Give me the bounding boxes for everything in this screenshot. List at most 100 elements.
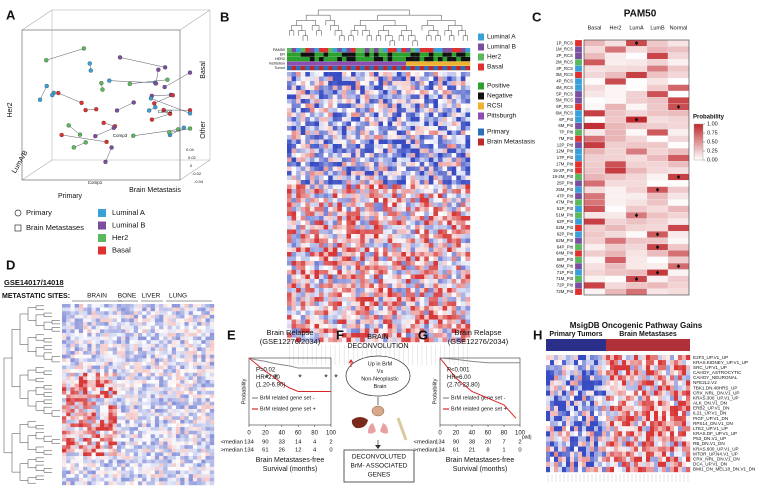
probability-cell [625, 65, 648, 72]
heatmap-cell [142, 369, 147, 373]
heatmap-cell [104, 318, 109, 323]
heatmap-cell [415, 301, 420, 307]
probability-cell [646, 90, 669, 98]
heatmap-cell [332, 337, 338, 343]
heatmap-cell [364, 238, 370, 244]
heatmap-cell [387, 211, 393, 217]
heatmap-cell [180, 380, 185, 384]
heatmap-cell [447, 162, 452, 167]
heatmap-cell [108, 369, 113, 373]
row-label: 17M_Pitt [556, 161, 574, 166]
heatmap-cell [341, 319, 347, 325]
heatmap-cell [91, 380, 96, 384]
heatmap-cell [319, 333, 324, 338]
heatmap-cell [355, 220, 361, 226]
sample-point [88, 68, 93, 73]
heatmap-cell [360, 193, 365, 199]
legend-swatch [98, 221, 106, 230]
heatmap-cell [465, 324, 471, 329]
track-label: Institution [269, 62, 285, 66]
heatmap-cell [314, 292, 320, 298]
legend-label: Brain Metastasis [487, 139, 536, 146]
heatmap-cell [287, 175, 292, 181]
heatmap-cell [314, 148, 320, 154]
heatmap-cell [396, 144, 402, 149]
heatmap-cell [129, 383, 134, 388]
heatmap-cell [180, 351, 185, 355]
heatmap-cell [150, 376, 156, 381]
heatmap-cell [410, 130, 416, 136]
heatmap-cell [442, 180, 448, 185]
heatmap-cell [337, 256, 343, 262]
heatmap-cell [100, 369, 105, 373]
heatmap-cell [410, 117, 416, 122]
heatmap-cell [78, 437, 84, 442]
heatmap-cell [188, 408, 194, 413]
sample-point [127, 81, 132, 86]
heatmap-cell [167, 347, 172, 352]
annotation-cell [433, 48, 439, 53]
heatmap-cell [201, 322, 206, 326]
heatmap-cell [373, 283, 379, 289]
heatmap-cell [314, 76, 320, 82]
heatmap-cell [66, 456, 71, 460]
heatmap-cell [373, 252, 379, 257]
heatmap-cell [197, 401, 202, 406]
heatmap-cell [309, 211, 315, 217]
heatmap-cell [104, 430, 109, 435]
heatmap-cell [401, 225, 407, 230]
heatmap-cell [100, 347, 105, 352]
heatmap-cell [87, 459, 92, 464]
heatmap-cell [104, 325, 109, 330]
heatmap-cell [415, 171, 420, 176]
heatmap-cell [154, 427, 160, 431]
heatmap-cell [129, 456, 134, 460]
heatmap-cell [291, 139, 297, 145]
heatmap-cell [150, 314, 156, 319]
heatmap-cell [104, 445, 109, 449]
heatmap-cell [167, 376, 172, 381]
heatmap-cell [360, 112, 365, 118]
heatmap-cell [116, 376, 122, 381]
heatmap-cell [159, 405, 164, 410]
heatmap-cell [332, 139, 338, 145]
heatmap-cell [138, 361, 143, 366]
heatmap-cell [364, 333, 370, 338]
heatmap-cell [373, 333, 379, 338]
heatmap-cell [373, 274, 379, 280]
probability-cell [625, 224, 648, 232]
heatmap-cell [419, 297, 425, 302]
probability-cell [667, 205, 690, 213]
heatmap-cell [83, 434, 88, 439]
heatmap-cell [355, 72, 361, 77]
heatmap-cell [442, 306, 448, 311]
heatmap-cell [74, 459, 80, 464]
heatmap-cell [154, 441, 160, 446]
heatmap-cell [364, 117, 370, 122]
heatmap-cell [332, 216, 338, 221]
subtype-strip [574, 97, 583, 104]
heatmap-cell [116, 412, 122, 417]
heatmap-cell [192, 412, 198, 417]
heatmap-cell [121, 311, 126, 316]
heatmap-cell [309, 238, 315, 244]
heatmap-cell [121, 380, 126, 384]
heatmap-cell [296, 180, 301, 185]
heatmap-cell [451, 171, 457, 176]
heatmap-cell [355, 171, 361, 176]
heatmap-cell [373, 81, 379, 86]
heatmap-cell [323, 99, 329, 104]
heatmap-cell [70, 351, 75, 355]
heatmap-cell [341, 310, 347, 316]
heatmap-cell [442, 171, 448, 176]
heatmap-cell [296, 202, 301, 208]
heatmap-cell [383, 207, 388, 212]
heatmap-cell [78, 459, 84, 464]
panel-letter: B [220, 9, 229, 24]
heatmap-cell [171, 311, 177, 316]
probability-cell [646, 154, 669, 162]
heatmap-cell [410, 283, 416, 289]
annotation-cell [332, 57, 338, 62]
heatmap-cell [401, 310, 407, 316]
heatmap-cell [66, 383, 71, 388]
